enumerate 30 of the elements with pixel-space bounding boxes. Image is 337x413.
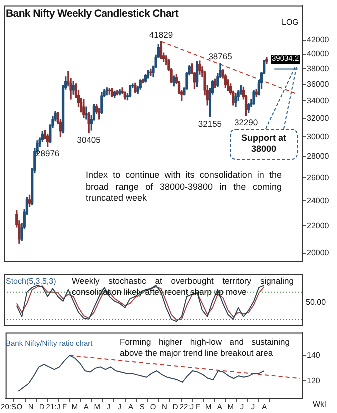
annotation: 38765 (208, 52, 233, 62)
candlestick (85, 106, 88, 120)
y-tick-label: 140 (307, 350, 321, 360)
y-tick-label: 38000 (307, 64, 330, 74)
annotation: 32290 (234, 118, 258, 128)
annotation: Index to continue with its consolidation in the broad range of 38000-39800 in the coming truncated week (86, 170, 282, 206)
chart-title: Bank Nifty Weekly Candlestick Chart (6, 8, 179, 20)
y-tick-label: 32000 (307, 114, 330, 123)
annotation: 28976 (36, 148, 60, 159)
y-tick-label: 36000 (307, 80, 330, 89)
y-tick-label: 28000 (307, 152, 330, 162)
y-tick-label: 20000 (307, 248, 330, 258)
annotation: Support at 38000 (242, 133, 286, 154)
y-tick-label: 24000 (307, 196, 330, 206)
y-tick-label: 22000 (307, 221, 330, 230)
annotation: Forming higher high-low and sustaining above the major trend line breakout area (120, 337, 290, 360)
text: Wkl (313, 400, 326, 410)
y-tick-label: 26000 (307, 173, 330, 182)
chart-title: Stoch(5,3,5,3) (6, 277, 56, 286)
y-tick-label: 42000 (307, 36, 330, 45)
annotation: 32155 (198, 118, 222, 129)
callout-outline: Support at 38000 (230, 129, 298, 160)
annotation: 30405 (77, 134, 102, 145)
y-tick-label: 40000 (307, 50, 330, 59)
text: 50.00 (306, 298, 326, 308)
annotation: LOG (282, 18, 299, 28)
y-tick-label: 30000 (307, 132, 330, 142)
y-tick-label: 34000 (307, 96, 330, 106)
y-tick-label: 120 (307, 376, 321, 386)
annotation: 41829 (149, 30, 174, 40)
